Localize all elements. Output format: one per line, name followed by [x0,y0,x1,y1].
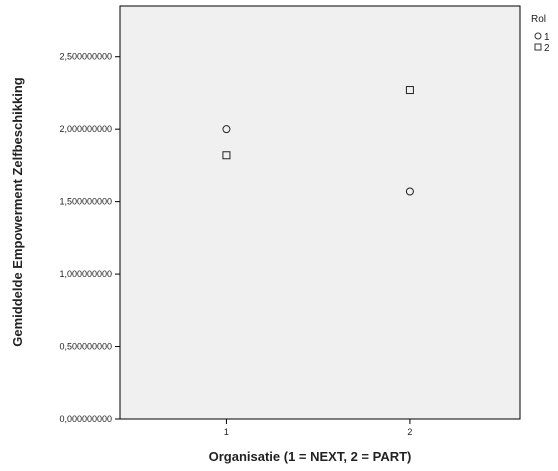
data-point-circle [405,187,414,196]
y-axis-title: Gemiddelde Empowerment Zelfbeschikking [10,77,25,347]
x-axis-title: Organisatie (1 = NEXT, 2 = PART) [209,449,412,464]
y-tick-label: 0,500000000 [59,342,112,352]
y-axis: 0,000000000 0,500000000 1,000000000 1,50000… [59,52,120,424]
data-point-square [222,151,231,160]
y-tick-label: 0,000000000 [59,414,112,424]
data-point-square [405,86,414,95]
x-tick-label: 2 [407,427,412,437]
y-tick-label: 2,500000000 [59,52,112,62]
legend-label-2: 2 [544,43,550,54]
legend-title: Rol [531,14,546,25]
legend-circle-marker [534,32,542,40]
y-tick-label: 2,000000000 [59,124,112,134]
data-points [222,86,414,196]
plot-area [119,5,521,420]
legend-square-marker [534,43,542,51]
x-tick-label: 1 [224,427,229,437]
legend-label-1: 1 [544,32,550,43]
data-point-circle [222,125,231,134]
y-tick-label: 1,000000000 [59,269,112,279]
y-tick-label: 1,500000000 [59,197,112,207]
legend: Rol 1 2 [531,14,550,54]
